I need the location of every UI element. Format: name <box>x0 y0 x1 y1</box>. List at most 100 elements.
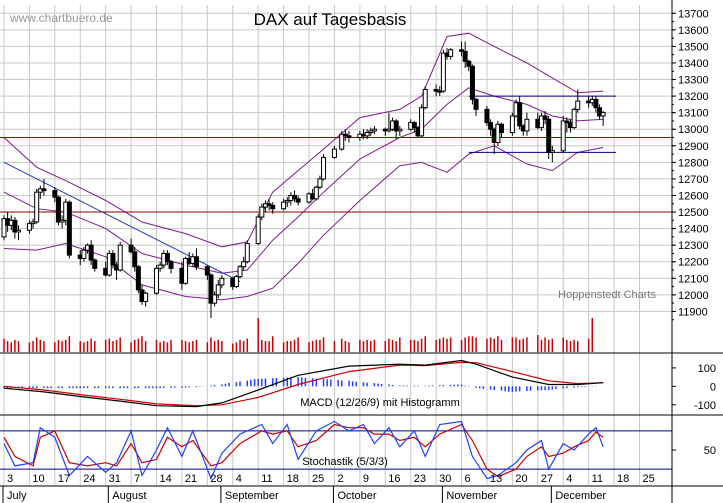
x-tick-label: 4 <box>236 473 242 485</box>
candle-body <box>419 107 425 137</box>
candle-body <box>219 277 225 286</box>
y-tick-label: 12100 <box>678 273 709 285</box>
macd-signal-line <box>3 361 604 407</box>
candle-body <box>16 229 22 233</box>
y-tick-label: 13000 <box>678 124 709 136</box>
candle-body <box>321 156 327 180</box>
x-tick-label: 14 <box>160 473 172 485</box>
candle-body <box>466 60 472 67</box>
candle-body <box>484 108 490 124</box>
x-tick-label: 16 <box>388 473 400 485</box>
candle-body <box>244 243 250 263</box>
candle-body <box>1 218 7 238</box>
candle-body <box>346 135 352 139</box>
candle-body <box>459 49 465 52</box>
x-tick-label: 9 <box>363 473 369 485</box>
candle-body <box>564 120 570 124</box>
month-label: September <box>225 490 279 502</box>
x-tick-label: 7 <box>134 473 140 485</box>
stochastic-k-line <box>3 420 604 481</box>
candle-body <box>597 107 603 117</box>
candle-body <box>371 128 377 132</box>
candle-body <box>495 123 501 143</box>
candle-body <box>132 251 138 268</box>
candle-body <box>313 186 319 200</box>
candle-body <box>462 50 468 62</box>
x-tick-label: 11 <box>592 473 603 485</box>
candle-body <box>509 115 515 134</box>
candle-body <box>593 98 599 109</box>
candle-body <box>498 123 504 134</box>
y-tick-label: 12500 <box>678 207 709 219</box>
candle-body <box>600 112 606 117</box>
candle-body <box>270 204 276 210</box>
candle-body <box>397 128 403 132</box>
candle-body <box>284 199 290 203</box>
x-tick-label: 30 <box>439 473 451 485</box>
reference-lines <box>0 95 672 283</box>
trendline <box>3 161 241 283</box>
x-tick-label: 18 <box>287 473 299 485</box>
candle-body <box>34 191 40 223</box>
month-label: November <box>446 490 497 502</box>
chart-title: DAX auf Tagesbasis <box>254 10 407 29</box>
candle-body <box>208 274 214 304</box>
bollinger-upper-band <box>3 32 604 248</box>
candle-body <box>488 122 494 130</box>
x-tick-label: 3 <box>7 473 13 485</box>
x-tick-label: 6 <box>465 473 471 485</box>
y-tick-label: 12300 <box>678 240 709 252</box>
candle-body <box>368 130 374 134</box>
candle-body <box>440 52 446 92</box>
macd-tick-label: 0 <box>710 381 716 393</box>
y-tick-label: 13400 <box>678 58 709 70</box>
watermark: www.chartbuero.de <box>9 11 113 25</box>
y-tick-label: 13600 <box>678 25 709 37</box>
x-tick-label: 20 <box>515 473 527 485</box>
candle-body <box>448 49 454 57</box>
macd-line <box>3 359 604 408</box>
candle-body <box>30 221 36 225</box>
stochastic-panel <box>0 420 672 481</box>
candle-body <box>266 203 272 206</box>
x-tick-label: 18 <box>617 473 629 485</box>
y-tick-label: 12200 <box>678 257 709 269</box>
y-tick-label: 13300 <box>678 75 709 87</box>
candle-body <box>66 201 72 256</box>
macd-panel <box>3 359 604 408</box>
candle-body <box>538 115 544 129</box>
candle-body <box>88 244 94 261</box>
candle-body <box>411 122 417 129</box>
candle-body <box>183 257 189 284</box>
y-tick-label: 13200 <box>678 91 709 103</box>
stochastic-label: Stochastik (5/3/3) <box>302 456 388 468</box>
candle-body <box>473 98 479 110</box>
macd-tick-label: -100 <box>694 400 716 412</box>
month-label: October <box>337 490 376 502</box>
candlestick-series <box>1 41 606 319</box>
candle-body <box>517 102 523 127</box>
x-tick-label: 27 <box>541 473 553 485</box>
candle-body <box>233 276 239 288</box>
stochastic-d-line <box>3 423 604 478</box>
y-tick-label: 12800 <box>678 157 709 169</box>
candle-body <box>259 206 265 218</box>
month-label: August <box>112 490 146 502</box>
candle-body <box>342 133 348 137</box>
candle-body <box>331 148 337 158</box>
candle-body <box>469 65 475 100</box>
candle-body <box>292 194 298 200</box>
candle-body <box>157 264 163 269</box>
x-tick-label: 23 <box>414 473 426 485</box>
source-label: Hoppenstedt Charts <box>558 289 656 301</box>
x-tick-label: 25 <box>642 473 654 485</box>
x-tick-label: 2 <box>337 473 343 485</box>
candle-body <box>135 266 141 291</box>
candle-body <box>549 150 555 153</box>
y-tick-label: 12900 <box>678 141 709 153</box>
x-tick-label: 25 <box>312 473 324 485</box>
candle-body <box>524 118 530 132</box>
candle-body <box>52 190 58 198</box>
